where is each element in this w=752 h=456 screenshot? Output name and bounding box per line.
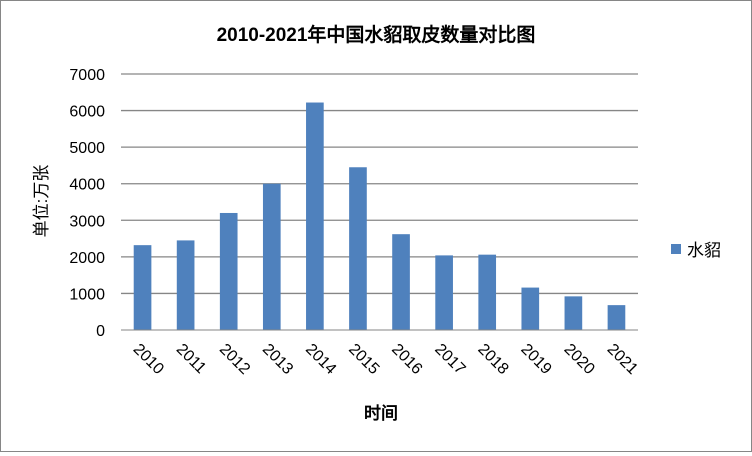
bar-2021 — [608, 305, 626, 330]
bar-2013 — [263, 184, 281, 330]
bar-2015 — [349, 167, 367, 330]
bars — [134, 103, 626, 330]
x-tick-label: 2011 — [173, 341, 209, 377]
x-tick-label: 2012 — [216, 341, 253, 378]
bar-2014 — [306, 103, 324, 330]
y-tick-label: 0 — [96, 323, 105, 340]
bar-2016 — [392, 234, 410, 330]
x-tick-label: 2015 — [345, 341, 382, 378]
x-tick-label: 2014 — [302, 341, 339, 378]
x-tick-label: 2019 — [517, 341, 554, 378]
x-tick-label: 2017 — [431, 341, 468, 378]
x-tick-label: 2020 — [561, 341, 598, 378]
y-tick-label: 4000 — [69, 177, 105, 194]
bar-2010 — [134, 245, 152, 330]
y-tick-label: 6000 — [69, 104, 105, 121]
x-tick-label: 2018 — [474, 341, 511, 378]
legend: 水貂 — [671, 241, 721, 260]
x-tick-label: 2021 — [604, 341, 641, 378]
gridlines — [121, 74, 638, 293]
x-tick-label: 2013 — [259, 341, 296, 378]
y-tick-label: 7000 — [69, 67, 105, 84]
bar-2011 — [177, 240, 195, 330]
bar-2017 — [435, 255, 453, 330]
bar-2019 — [521, 288, 539, 330]
bar-2012 — [220, 213, 238, 330]
y-tick-label: 3000 — [69, 213, 105, 230]
x-axis-label: 时间 — [364, 403, 398, 423]
chart-title: 2010-2021年中国水貂取皮数量对比图 — [217, 23, 536, 46]
bar-2018 — [478, 255, 496, 330]
x-axis-ticks: 2010 2011 2012 2013 2014 2015 2016 2017 2018 2019… — [130, 341, 641, 378]
y-axis-label: 单位:万张 — [32, 165, 51, 238]
y-axis-ticks: 0 1000 2000 3000 4000 5000 6000 7000 — [69, 67, 105, 340]
x-tick-label: 2010 — [130, 341, 167, 378]
bar-2020 — [565, 296, 583, 330]
y-tick-label: 1000 — [69, 286, 105, 303]
legend-swatch — [671, 244, 681, 254]
legend-label: 水貂 — [687, 241, 721, 260]
y-tick-label: 5000 — [69, 140, 105, 157]
y-tick-label: 2000 — [69, 250, 105, 267]
x-tick-label: 2016 — [388, 341, 425, 378]
